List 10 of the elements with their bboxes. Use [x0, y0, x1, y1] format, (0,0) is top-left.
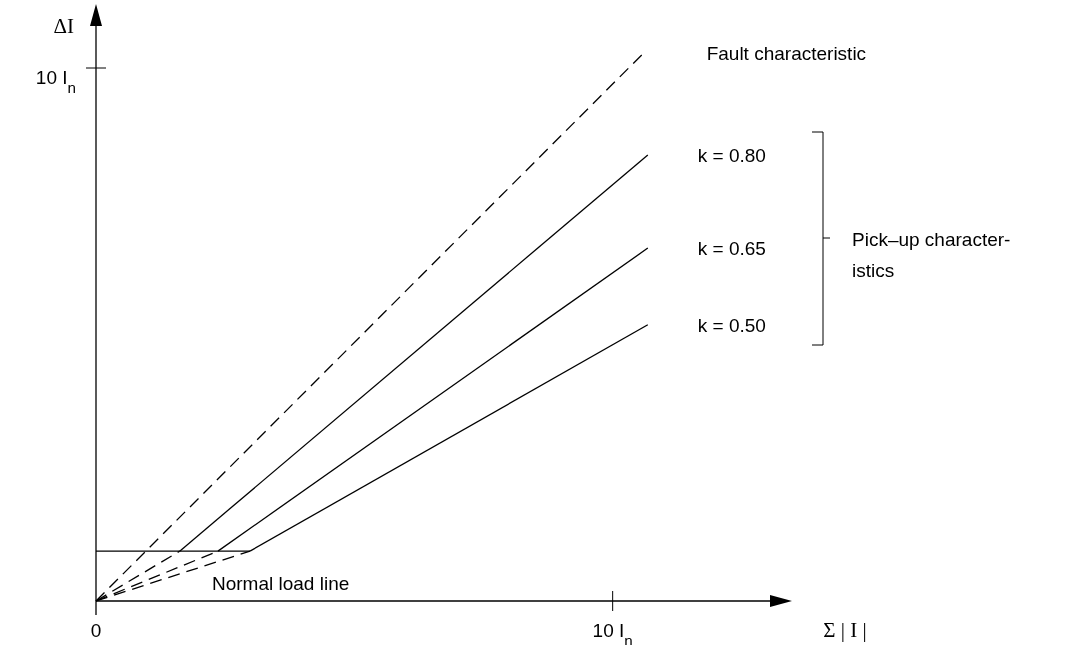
- y-axis-title: ΔI: [53, 14, 74, 38]
- x-axis-title: Σ | I |: [823, 618, 867, 642]
- annotation: Normal load line: [212, 573, 350, 594]
- text: k = 0.50: [697, 314, 766, 336]
- text: k = 0.65: [697, 238, 766, 260]
- text: Pick–up character- istics: [852, 229, 1011, 281]
- text: k = 0.80: [697, 144, 766, 166]
- x-tick-label: 0: [90, 620, 102, 641]
- text: 10 I$_{n}$: [35, 67, 76, 96]
- text: Fault characteristic: [706, 43, 867, 64]
